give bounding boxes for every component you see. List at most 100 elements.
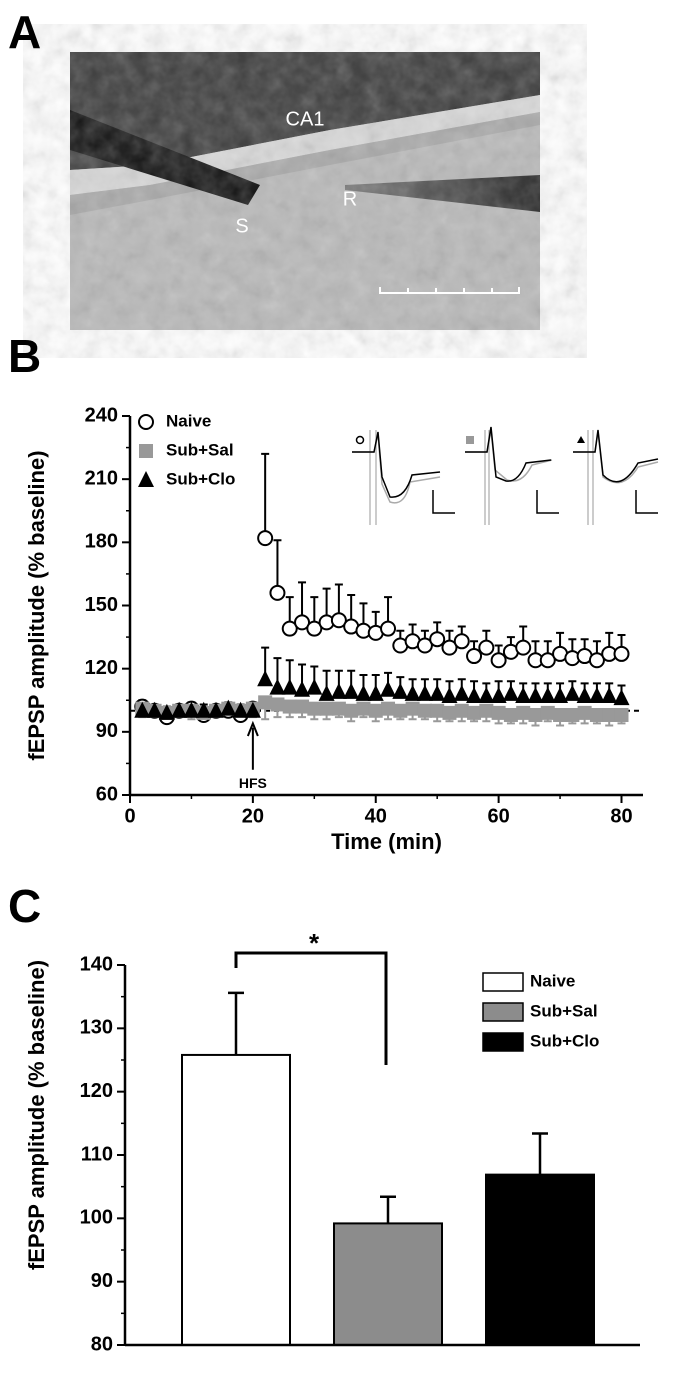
data-point: [479, 703, 494, 718]
data-point: [528, 707, 543, 722]
data-point: [565, 707, 580, 722]
data-point: [577, 705, 592, 720]
annotation-arrow: [246, 720, 259, 770]
data-point: [257, 530, 274, 547]
data-point: [454, 703, 469, 718]
legend-label: Naive: [530, 971, 575, 990]
error-bar: [380, 1195, 396, 1224]
y-tick-label: 140: [80, 953, 113, 975]
bar: [181, 1053, 291, 1347]
data-point: [539, 687, 556, 704]
data-point: [331, 701, 346, 716]
x-tick-label: 0: [124, 805, 135, 827]
x-tick-label: 60: [487, 805, 509, 827]
legend-marker: [139, 444, 153, 458]
x-tick-label: 20: [242, 805, 264, 827]
data-point: [602, 707, 617, 722]
data-point: [588, 687, 605, 704]
data-point: [405, 701, 420, 716]
data-point: [430, 703, 445, 718]
data-point: [244, 701, 261, 718]
data-point: [380, 620, 397, 637]
data-point: [269, 584, 286, 601]
data-point: [146, 701, 163, 718]
data-point: [441, 639, 458, 656]
data-point: [330, 682, 347, 699]
data-point: [294, 614, 311, 631]
data-point: [417, 703, 432, 718]
data-point: [553, 707, 568, 722]
image-label: CA1: [286, 108, 325, 130]
legend-label: Naive: [166, 411, 211, 430]
data-point: [344, 703, 359, 718]
significance-bracket: [234, 951, 388, 1065]
data-point: [306, 620, 323, 637]
data-point: [490, 652, 507, 669]
data-point: [478, 639, 495, 656]
legend-label: Sub+Clo: [166, 469, 235, 488]
panel-label: B: [8, 330, 41, 382]
data-point: [381, 701, 396, 716]
data-point: [442, 705, 457, 720]
data-point: [601, 687, 618, 704]
data-point: [576, 687, 593, 704]
data-point: [281, 620, 298, 637]
data-point: [490, 687, 507, 704]
y-tick-label: 80: [91, 1333, 113, 1355]
data-point: [515, 687, 532, 704]
y-tick-label: 90: [91, 1270, 113, 1292]
data-point: [466, 687, 483, 704]
legend-label: Sub+Sal: [530, 1001, 598, 1020]
data-point: [516, 705, 531, 720]
data-point: [134, 701, 151, 718]
y-tick-label: 90: [96, 720, 118, 742]
y-tick-label: 240: [85, 404, 118, 426]
data-point: [158, 703, 175, 720]
data-point: [564, 684, 581, 701]
data-point: [183, 701, 200, 718]
data-point: [356, 701, 371, 716]
data-point: [294, 680, 311, 697]
legend-swatch: [482, 1002, 524, 1022]
y-tick-label: 150: [85, 594, 118, 616]
data-point: [416, 684, 433, 701]
data-point: [343, 682, 360, 699]
y-axis-title: fEPSP amplitude (% baseline): [24, 450, 49, 760]
data-point: [307, 701, 322, 716]
data-point: [295, 699, 310, 714]
data-point: [171, 701, 188, 718]
image-label: R: [343, 188, 357, 210]
error-bar: [261, 452, 270, 539]
data-point: [588, 652, 605, 669]
y-tick-label: 110: [81, 1143, 113, 1165]
data-point: [269, 678, 286, 695]
data-point: [540, 705, 555, 720]
data-point: [282, 699, 297, 714]
data-point: [281, 678, 298, 695]
legend-label: Sub+Clo: [530, 1031, 599, 1050]
panel-label: A: [8, 6, 41, 58]
error-bar: [532, 1132, 548, 1175]
y-tick-label: 180: [85, 531, 118, 553]
data-point: [589, 707, 604, 722]
data-point: [355, 684, 372, 701]
y-tick-label: 210: [85, 467, 118, 489]
y-tick-label: 120: [85, 657, 118, 679]
data-point: [220, 699, 237, 716]
error-bar: [273, 539, 282, 593]
data-point: [306, 678, 323, 695]
bar: [333, 1222, 443, 1347]
data-point: [404, 684, 421, 701]
error-bar: [228, 991, 244, 1055]
y-tick-label: 60: [96, 783, 118, 805]
legend-marker: [138, 471, 154, 487]
data-point: [467, 705, 482, 720]
data-point: [613, 645, 630, 662]
data-point: [614, 707, 629, 722]
data-point: [319, 701, 334, 716]
panel-label: C: [8, 880, 41, 932]
bar: [485, 1173, 595, 1346]
data-point: [429, 684, 446, 701]
data-point: [515, 639, 532, 656]
data-point: [453, 633, 470, 650]
